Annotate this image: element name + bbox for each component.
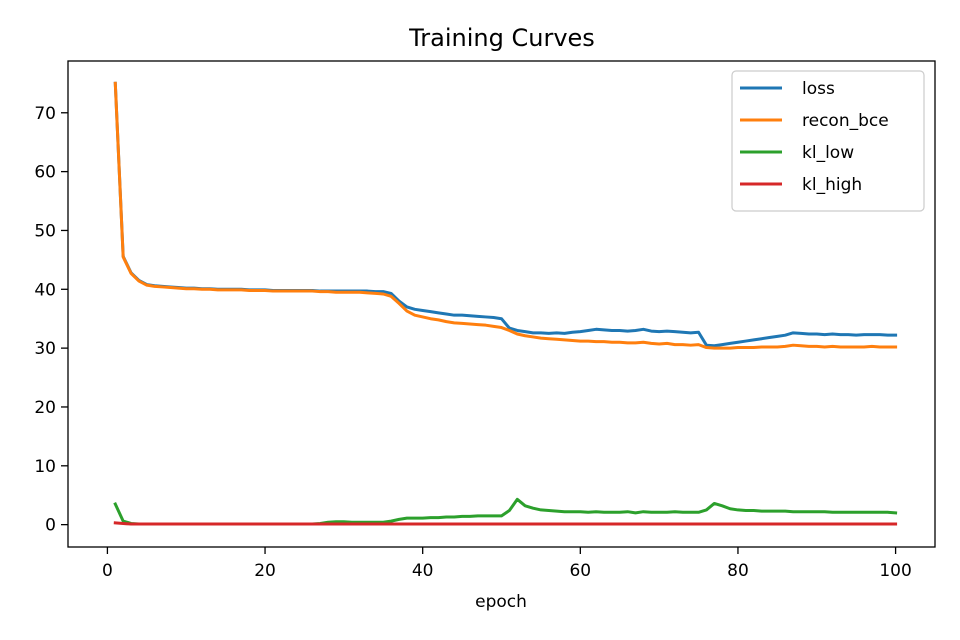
legend-label-kl-high: kl_high — [802, 175, 862, 195]
legend-label-loss: loss — [802, 79, 835, 99]
x-tick-label: 100 — [879, 561, 911, 581]
series-line-recon-bce — [113, 81, 898, 350]
x-tick-label: 0 — [102, 561, 113, 581]
legend-label-kl-low: kl_low — [802, 143, 854, 163]
x-tick-label: 60 — [569, 561, 591, 581]
legend-box — [731, 70, 925, 212]
x-tick-label: 80 — [727, 561, 749, 581]
y-tick-label: 70 — [34, 104, 56, 124]
axes-frame — [67, 60, 936, 548]
y-tick-label: 50 — [34, 221, 56, 241]
legend: loss recon_bce kl_low kl_high — [731, 70, 925, 212]
x-axis-label: epoch — [475, 592, 527, 612]
y-tick-label: 60 — [34, 163, 56, 183]
series-layer — [113, 81, 898, 526]
legend-label-recon-bce: recon_bce — [802, 111, 889, 131]
chart-title: Training Curves — [408, 24, 595, 52]
x-tick-label: 20 — [254, 561, 276, 581]
axes-layer: 0 20 40 60 80 100 0 10 20 30 40 50 60 70 — [34, 60, 936, 581]
y-tick-label: 20 — [34, 398, 56, 418]
y-tick-label: 10 — [34, 457, 56, 477]
y-tick-label: 0 — [45, 516, 56, 536]
y-tick-label: 30 — [34, 339, 56, 359]
x-tick-label: 40 — [412, 561, 434, 581]
y-tick-label: 40 — [34, 280, 56, 300]
series-line-kl-high — [113, 521, 898, 526]
